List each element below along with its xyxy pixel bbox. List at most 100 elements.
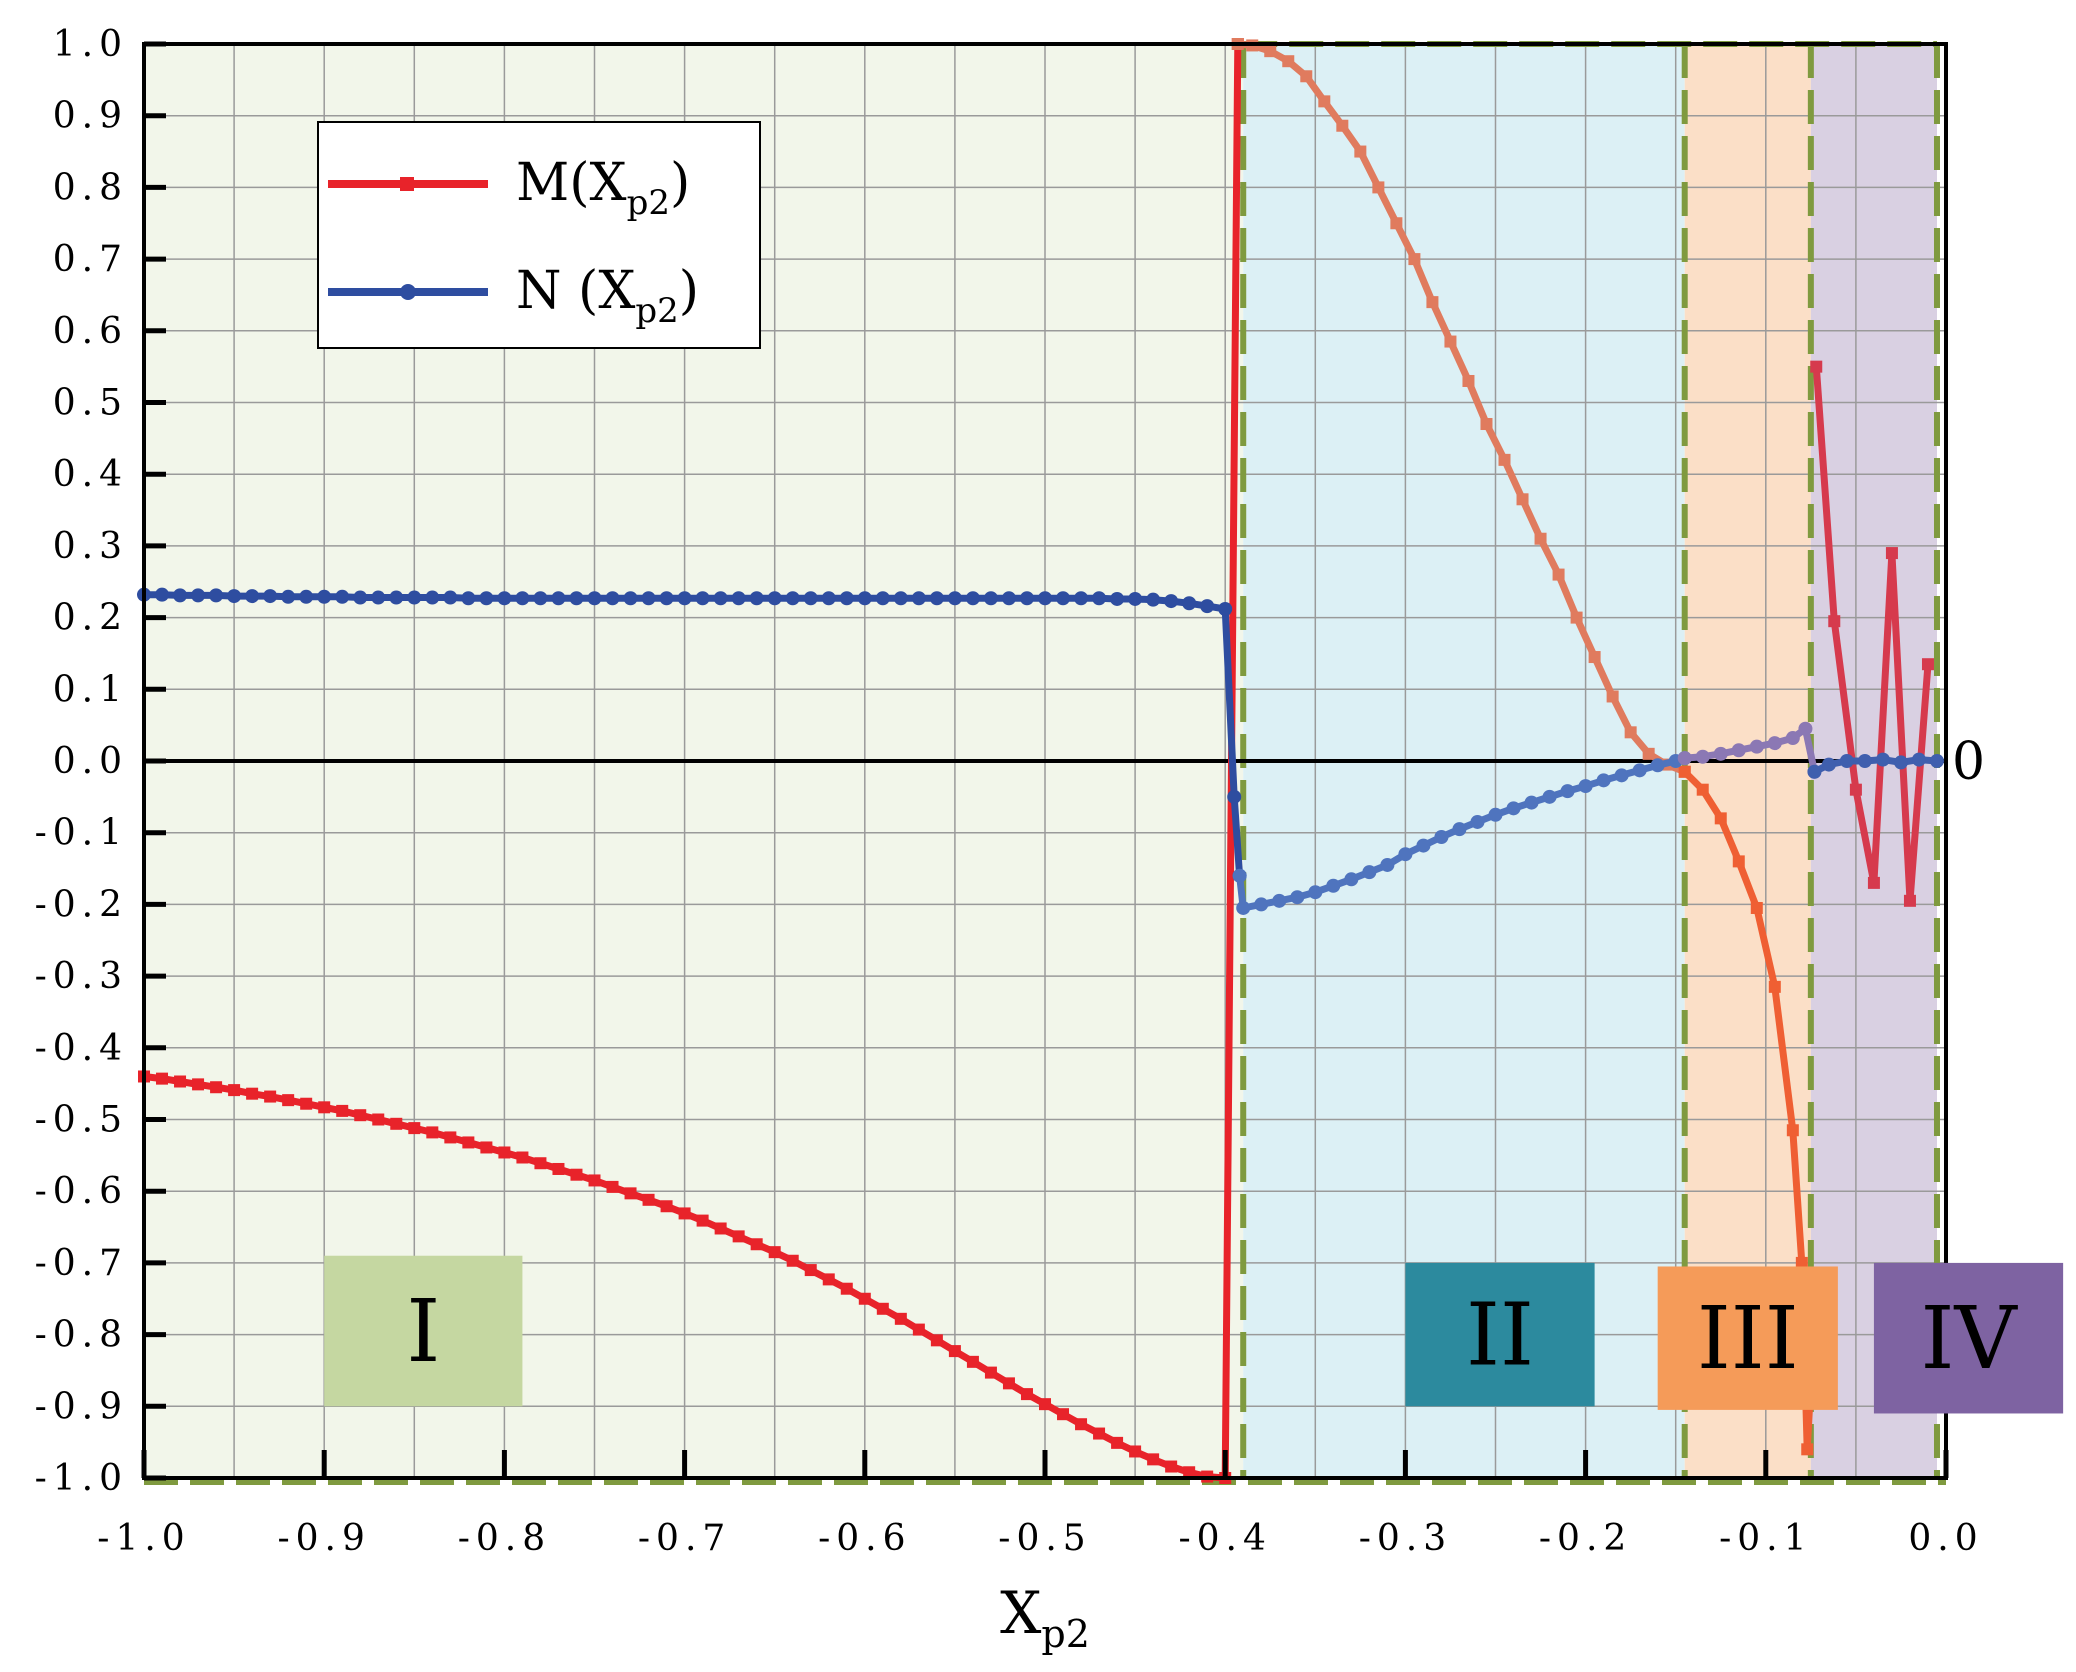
data-point — [498, 1146, 511, 1159]
region-label-1: I — [406, 1282, 440, 1382]
data-point — [875, 591, 890, 606]
data-point — [1444, 335, 1457, 348]
data-point — [1147, 1453, 1160, 1466]
data-point — [1254, 897, 1269, 912]
data-point — [1426, 296, 1439, 309]
data-point — [822, 1273, 835, 1286]
data-point — [623, 591, 638, 606]
x-tick-label: -0.5 — [998, 1518, 1091, 1559]
x-tick-label: -0.6 — [818, 1518, 911, 1559]
data-point — [1398, 847, 1413, 862]
data-point — [840, 1282, 853, 1295]
data-point — [1893, 755, 1908, 770]
data-point — [966, 1355, 979, 1368]
data-point — [1506, 801, 1521, 816]
data-point — [371, 590, 386, 605]
data-point — [263, 589, 278, 604]
data-point — [191, 588, 206, 603]
data-point — [911, 591, 926, 606]
y-tick-label: 0.0 — [53, 741, 128, 782]
region-label-4: IV — [1920, 1289, 2018, 1389]
data-point — [173, 588, 188, 603]
data-point — [1452, 822, 1467, 837]
data-point — [1588, 651, 1601, 664]
data-point — [732, 1230, 745, 1243]
data-point — [1165, 1460, 1178, 1473]
data-point — [1111, 1436, 1124, 1449]
data-point — [624, 1187, 637, 1200]
data-point — [1750, 901, 1763, 914]
data-point — [1875, 752, 1890, 767]
data-point — [858, 1292, 871, 1305]
data-point — [192, 1078, 205, 1091]
data-point — [389, 590, 404, 605]
data-point — [1606, 690, 1619, 703]
data-point — [497, 591, 512, 606]
data-point — [372, 1113, 385, 1126]
data-point — [1885, 547, 1898, 560]
data-point — [786, 1254, 799, 1267]
data-point — [1146, 592, 1161, 607]
data-point — [1092, 591, 1107, 606]
data-point — [264, 1090, 277, 1103]
data-point — [1921, 658, 1934, 671]
data-point — [1038, 591, 1052, 606]
data-point — [641, 591, 656, 606]
region-box-1 — [324, 1255, 523, 1407]
legend: M(Xp2) N (Xp2) — [317, 121, 761, 349]
data-point — [713, 591, 728, 606]
data-point — [462, 1136, 475, 1149]
x-tick-label: -0.8 — [458, 1518, 551, 1559]
data-point — [588, 1174, 601, 1187]
data-point — [515, 591, 530, 606]
region-label-3: III — [1697, 1289, 1799, 1389]
data-point — [912, 1323, 925, 1336]
data-point — [587, 591, 602, 606]
data-point — [965, 591, 980, 606]
data-point — [677, 591, 692, 606]
data-point — [1390, 217, 1403, 230]
data-point — [1552, 568, 1565, 581]
region-box-3 — [1657, 1266, 1838, 1410]
data-point — [1624, 726, 1637, 739]
data-point — [444, 1131, 457, 1144]
data-point — [749, 591, 764, 606]
data-point — [1462, 374, 1475, 387]
data-point — [1344, 872, 1359, 887]
data-point — [1929, 754, 1944, 768]
y-tick-label: 0.9 — [53, 96, 128, 137]
data-point — [1731, 743, 1746, 758]
data-point — [1795, 1256, 1808, 1269]
data-point — [893, 591, 908, 606]
data-point — [1372, 181, 1385, 194]
data-point — [1164, 594, 1179, 609]
x-tick-label: -0.9 — [277, 1518, 370, 1559]
data-point — [281, 589, 296, 604]
data-point — [1354, 145, 1367, 158]
data-point — [1713, 746, 1728, 761]
data-point — [930, 1334, 943, 1347]
data-point — [1282, 55, 1295, 68]
data-point — [209, 588, 224, 603]
data-point — [1632, 763, 1647, 778]
data-point — [1129, 1445, 1142, 1458]
data-point — [426, 1126, 439, 1139]
data-point — [1326, 878, 1341, 893]
data-point — [227, 589, 242, 604]
series-layer — [137, 38, 1944, 1484]
data-point — [1578, 779, 1593, 794]
data-point — [1074, 591, 1089, 606]
data-point — [299, 589, 314, 604]
x-tick-label: -1.0 — [97, 1518, 190, 1559]
data-point — [1732, 855, 1745, 868]
data-point — [1128, 591, 1143, 606]
data-point — [1480, 418, 1493, 431]
data-point — [947, 591, 962, 606]
data-point — [156, 1072, 169, 1085]
data-point — [1039, 1398, 1051, 1411]
data-point — [1839, 754, 1854, 768]
data-point — [1714, 812, 1727, 825]
data-point — [750, 1238, 763, 1251]
data-point — [443, 590, 458, 605]
data-point — [317, 589, 332, 604]
